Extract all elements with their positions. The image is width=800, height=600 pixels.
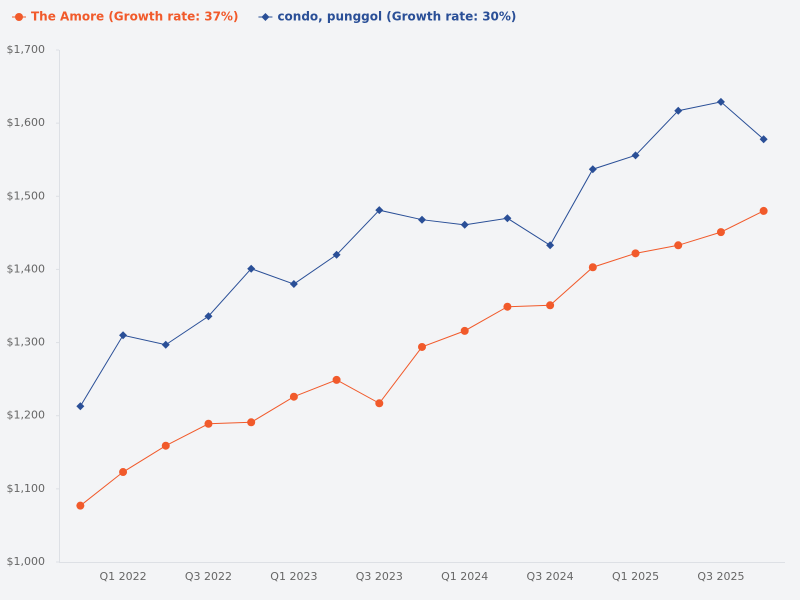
data-point [418,342,426,351]
series-line [79,101,764,407]
data-point [161,441,170,450]
y-tick-label: $1,600 [7,116,46,129]
legend-marker [15,13,23,21]
data-point [119,468,128,477]
y-tick-label: $1,400 [7,262,46,275]
data-point [716,228,725,237]
data-point [460,220,469,229]
data-point [289,392,298,401]
x-tick-label: Q3 2024 [527,570,574,583]
data-point [759,206,768,215]
data-point [546,241,555,250]
x-tick-label: Q1 2024 [441,570,488,583]
data-point [76,501,85,510]
data-point [588,263,597,272]
y-tick-label: $1,200 [7,409,46,422]
x-tick-label: Q1 2023 [270,570,317,583]
data-point [76,402,85,411]
data-point [631,151,640,160]
x-tick-label: Q1 2022 [99,570,146,583]
data-point [546,301,555,310]
data-point [247,264,256,273]
x-tick-label: Q3 2022 [185,570,232,583]
data-point [674,106,683,115]
data-point [716,97,725,106]
data-point [588,165,597,174]
data-point [631,249,640,258]
data-point [503,214,512,223]
legend-marker [261,13,270,21]
data-point [332,250,341,259]
data-point [759,135,768,144]
data-point [119,331,128,340]
data-point [204,419,213,428]
y-tick-label: $1,300 [7,336,46,349]
data-point [332,375,341,384]
y-tick-label: $1,100 [7,482,46,495]
data-point [375,399,384,408]
legend-text: The Amore (Growth rate: 37%) [31,10,238,24]
data-point [418,215,426,224]
data-point [375,206,384,215]
y-tick-label: $1,700 [7,43,46,56]
x-tick-label: Q1 2025 [612,570,659,583]
x-tick-label: Q3 2023 [356,570,403,583]
y-tick-label: $1,500 [7,189,46,202]
data-point [247,418,256,427]
data-point [674,241,683,250]
data-point [503,302,512,311]
data-point [460,326,469,335]
legend-text: condo, punggol (Growth rate: 30%) [277,10,516,24]
series-line [80,210,764,507]
data-point [204,312,213,321]
y-tick-label: $1,000 [7,555,46,568]
data-point [289,280,298,289]
data-point [161,340,170,349]
x-tick-label: Q3 2025 [697,570,744,583]
